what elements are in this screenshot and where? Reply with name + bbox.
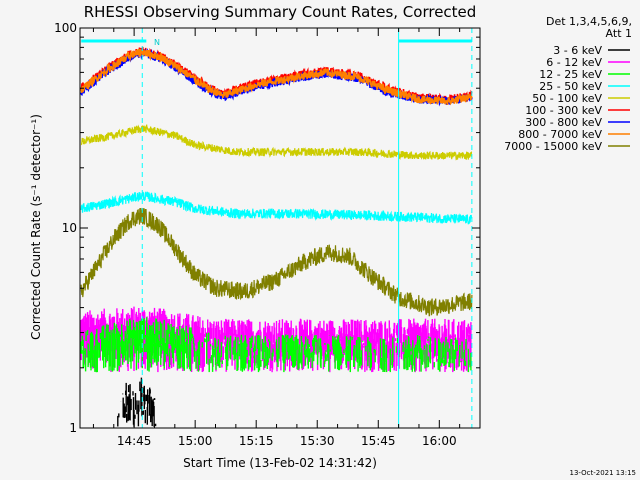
y-tick-label: 100 xyxy=(54,21,77,35)
series-3-6-kev xyxy=(117,377,157,427)
legend-entry-label: 25 - 50 keV xyxy=(539,80,602,93)
series-7000-15000-kev xyxy=(80,207,473,317)
x-tick-label: 14:45 xyxy=(117,434,152,448)
series-line xyxy=(80,207,473,317)
x-tick-label: 15:15 xyxy=(239,434,274,448)
legend-entry-label: 7000 - 15000 keV xyxy=(504,140,602,153)
legend-entry-label: 6 - 12 keV xyxy=(546,56,602,69)
legend-entry-label: 50 - 100 keV xyxy=(532,92,602,105)
legend-entry-label: 800 - 7000 keV xyxy=(518,128,602,141)
footer-date: 13-Oct-2021 13:15 xyxy=(570,469,636,477)
chart-title: RHESSI Observing Summary Count Rates, Co… xyxy=(84,3,477,21)
series-50-100-kev xyxy=(80,123,473,161)
legend-entry-label: 3 - 6 keV xyxy=(553,44,602,57)
legend-entry-label: 300 - 800 keV xyxy=(525,116,602,129)
top-annotation: N xyxy=(154,38,160,47)
series-line xyxy=(80,191,473,225)
y-tick-label: 1 xyxy=(69,421,77,435)
legend-entry-label: 100 - 300 keV xyxy=(525,104,602,117)
series-25-50-kev xyxy=(80,191,473,225)
legend-header-line2: Att 1 xyxy=(606,27,632,40)
axes: 1 10 100 14:45 15:00 15:15 15:30 15:45 16:00 xyxy=(54,21,481,448)
x-tick-label: 15:00 xyxy=(178,434,213,448)
y-tick-label: 10 xyxy=(62,221,77,235)
x-tick-label: 15:45 xyxy=(361,434,396,448)
legend-entry-label: 12 - 25 keV xyxy=(539,68,602,81)
x-tick-label: 15:30 xyxy=(300,434,335,448)
x-axis-label: Start Time (13-Feb-02 14:31:42) xyxy=(183,456,377,470)
series-12-25-kev xyxy=(80,317,472,373)
y-axis-label: Corrected Count Rate (s⁻¹ detector⁻¹) xyxy=(29,114,43,340)
x-tick-label: 16:00 xyxy=(422,434,457,448)
series-800-7000-kev xyxy=(80,48,473,106)
plot-area xyxy=(80,28,473,428)
series-line xyxy=(80,48,473,106)
series-line xyxy=(80,123,473,161)
legend-header-line1: Det 1,3,4,5,6,9, xyxy=(546,15,632,28)
